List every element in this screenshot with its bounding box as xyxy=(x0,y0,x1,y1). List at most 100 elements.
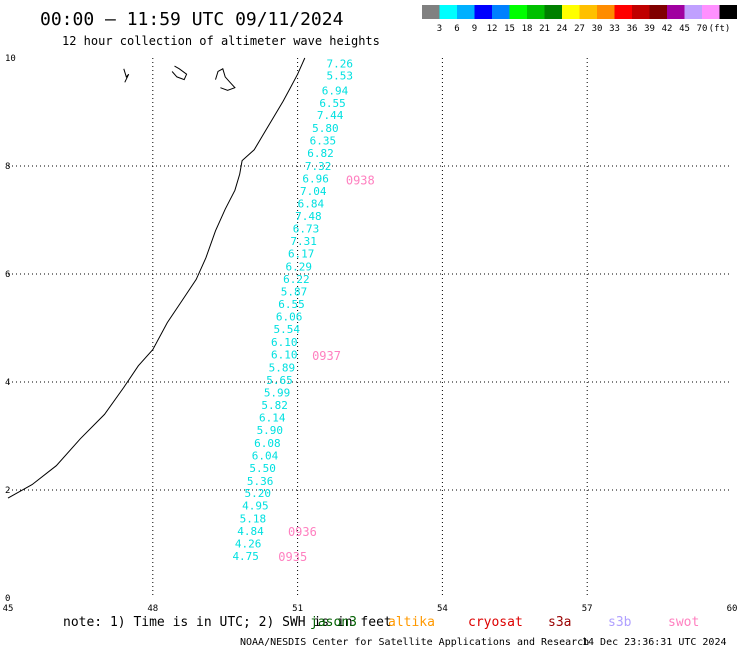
colorbar-tick-label: 21 xyxy=(539,24,550,34)
colorbar-tick-label: 70 xyxy=(697,24,708,34)
wave-height-label: 7.48 xyxy=(295,210,322,223)
wave-height-label: 4.75 xyxy=(232,550,259,563)
colorbar-tick-label: 39 xyxy=(644,24,655,34)
colorbar-swatch xyxy=(457,5,475,19)
page-subtitle: 12 hour collection of altimeter wave hei… xyxy=(62,34,380,48)
x-tick-label: 48 xyxy=(147,604,158,614)
wave-height-label: 6.84 xyxy=(298,197,325,210)
pass-time-label: 0936 xyxy=(288,525,317,539)
colorbar-tick-label: 18 xyxy=(522,24,533,34)
satellite-legend-item: altika xyxy=(388,615,435,630)
wave-height-label: 4.95 xyxy=(242,500,268,513)
x-tick-label: 51 xyxy=(292,604,303,614)
x-tick-label: 57 xyxy=(582,604,593,614)
wave-height-label: 6.82 xyxy=(307,147,334,160)
wave-height-label: 5.80 xyxy=(312,122,339,135)
colorbar-tick-label: (ft) xyxy=(709,24,731,34)
colorbar-swatch xyxy=(702,5,720,19)
wave-height-label: 6.08 xyxy=(254,437,281,450)
wave-height-label: 7.32 xyxy=(305,160,332,173)
wave-height-label: 6.96 xyxy=(302,172,329,185)
colorbar-tick-label: 36 xyxy=(627,24,638,34)
colorbar-tick-label: 3 xyxy=(437,24,442,34)
wave-height-label: 6.22 xyxy=(283,273,310,286)
wave-height-label: 5.50 xyxy=(249,462,275,475)
pass-time-label: 0938 xyxy=(346,174,375,188)
colorbar-swatch xyxy=(509,5,527,19)
colorbar-swatch xyxy=(684,5,702,19)
wave-height-label: 6.14 xyxy=(259,412,286,425)
wave-height-label: 6.29 xyxy=(286,260,313,273)
colorbar-swatch xyxy=(439,5,457,19)
x-axis-ticks: 45 48 51 54 57 60 xyxy=(3,604,738,614)
colorbar-swatch xyxy=(579,5,597,19)
colorbar-swatch xyxy=(422,5,440,19)
pass-time-label: 0937 xyxy=(312,349,341,363)
colorbar-swatch xyxy=(632,5,650,19)
y-tick-label: 2 xyxy=(5,486,10,496)
y-tick-label: 10 xyxy=(5,54,16,64)
colorbar-swatch xyxy=(649,5,667,19)
time-labels: 0938 0937 0936 0935 xyxy=(278,174,374,564)
colorbar-legend: 3 6 9 12 15 18 21 24 27 30 33 36 39 42 45 70 (ft) xyxy=(422,5,737,34)
coastline-path xyxy=(7,57,306,499)
wave-height-label: 5.87 xyxy=(281,285,308,298)
wave-height-label: 5.54 xyxy=(273,323,300,336)
wave-height-label: 5.90 xyxy=(257,424,284,437)
wave-height-label: 6.10 xyxy=(271,348,298,361)
wave-height-label: 5.99 xyxy=(264,386,291,399)
wave-height-label: 5.65 xyxy=(266,374,293,387)
footer-timestamp: 14 Dec 23:36:31 UTC 2024 xyxy=(582,637,727,648)
colorbar-tick-label: 42 xyxy=(662,24,673,34)
satellite-legend-item: swot xyxy=(668,615,699,630)
y-axis-ticks: 0 2 4 6 8 10 xyxy=(5,54,16,604)
wave-height-label: 7.44 xyxy=(317,109,344,122)
island-outline xyxy=(123,68,130,83)
wave-height-label: 6.06 xyxy=(276,311,303,324)
wave-height-label: 6.04 xyxy=(252,449,279,462)
wave-height-label: 5.82 xyxy=(261,399,288,412)
colorbar-tick-label: 9 xyxy=(472,24,477,34)
wave-height-labels: 7.265.536.946.557.445.806.356.827.326.96… xyxy=(232,57,353,562)
colorbar-tick-label: 12 xyxy=(487,24,498,34)
colorbar-swatch xyxy=(667,5,685,19)
page-title: 00:00 — 11:59 UTC 09/11/2024 xyxy=(40,9,343,30)
wave-height-label: 6.94 xyxy=(322,84,349,97)
colorbar-tick-label: 45 xyxy=(679,24,690,34)
colorbar-swatch xyxy=(544,5,562,19)
wave-height-label: 5.18 xyxy=(240,513,267,526)
wave-height-label: 6.73 xyxy=(293,223,320,236)
colorbar-swatch xyxy=(719,5,737,19)
y-tick-label: 8 xyxy=(5,162,10,172)
wave-height-label: 5.20 xyxy=(245,487,271,500)
wave-height-label: 5.53 xyxy=(327,69,354,82)
pass-time-label: 0935 xyxy=(278,550,307,564)
colorbar-swatch xyxy=(562,5,580,19)
wave-height-label: 4.84 xyxy=(237,525,264,538)
colorbar-tick-label: 27 xyxy=(574,24,585,34)
coastline xyxy=(7,57,306,499)
colorbar-swatch xyxy=(614,5,632,19)
wave-height-label: 7.31 xyxy=(290,235,317,248)
wave-height-label: 6.35 xyxy=(310,135,337,148)
x-tick-label: 54 xyxy=(437,604,448,614)
island-outline xyxy=(215,68,236,91)
y-tick-label: 6 xyxy=(5,270,10,280)
wave-height-label: 6.10 xyxy=(271,336,298,349)
colorbar-swatch xyxy=(474,5,492,19)
y-tick-label: 4 xyxy=(5,378,10,388)
colorbar-tick-label: 30 xyxy=(592,24,603,34)
map-grid xyxy=(8,58,732,598)
wave-height-label: 6.55 xyxy=(278,298,305,311)
colorbar-tick-label: 6 xyxy=(454,24,459,34)
wave-height-label: 7.04 xyxy=(300,185,327,198)
wave-height-label: 5.36 xyxy=(247,475,273,488)
colorbar-tick-label: 24 xyxy=(557,24,568,34)
colorbar-swatch xyxy=(597,5,615,19)
wave-height-label: 6.17 xyxy=(288,247,315,260)
satellite-legend-item: s3a xyxy=(548,615,571,630)
x-tick-label: 45 xyxy=(3,604,14,614)
y-tick-label: 0 xyxy=(5,594,10,604)
satellite-legend-item: jason3 xyxy=(310,615,357,630)
